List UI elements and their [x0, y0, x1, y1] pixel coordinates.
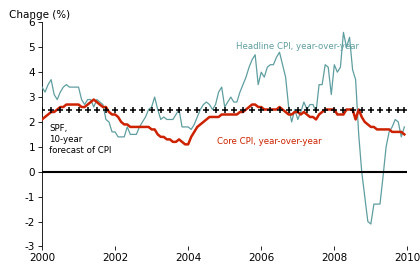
Text: Headline CPI, year-over-year: Headline CPI, year-over-year — [236, 42, 359, 51]
Text: Core CPI, year-over-year: Core CPI, year-over-year — [218, 137, 322, 146]
Text: Change (%): Change (%) — [9, 10, 70, 20]
Text: SPF,
10-year
forecast of CPI: SPF, 10-year forecast of CPI — [49, 124, 112, 155]
